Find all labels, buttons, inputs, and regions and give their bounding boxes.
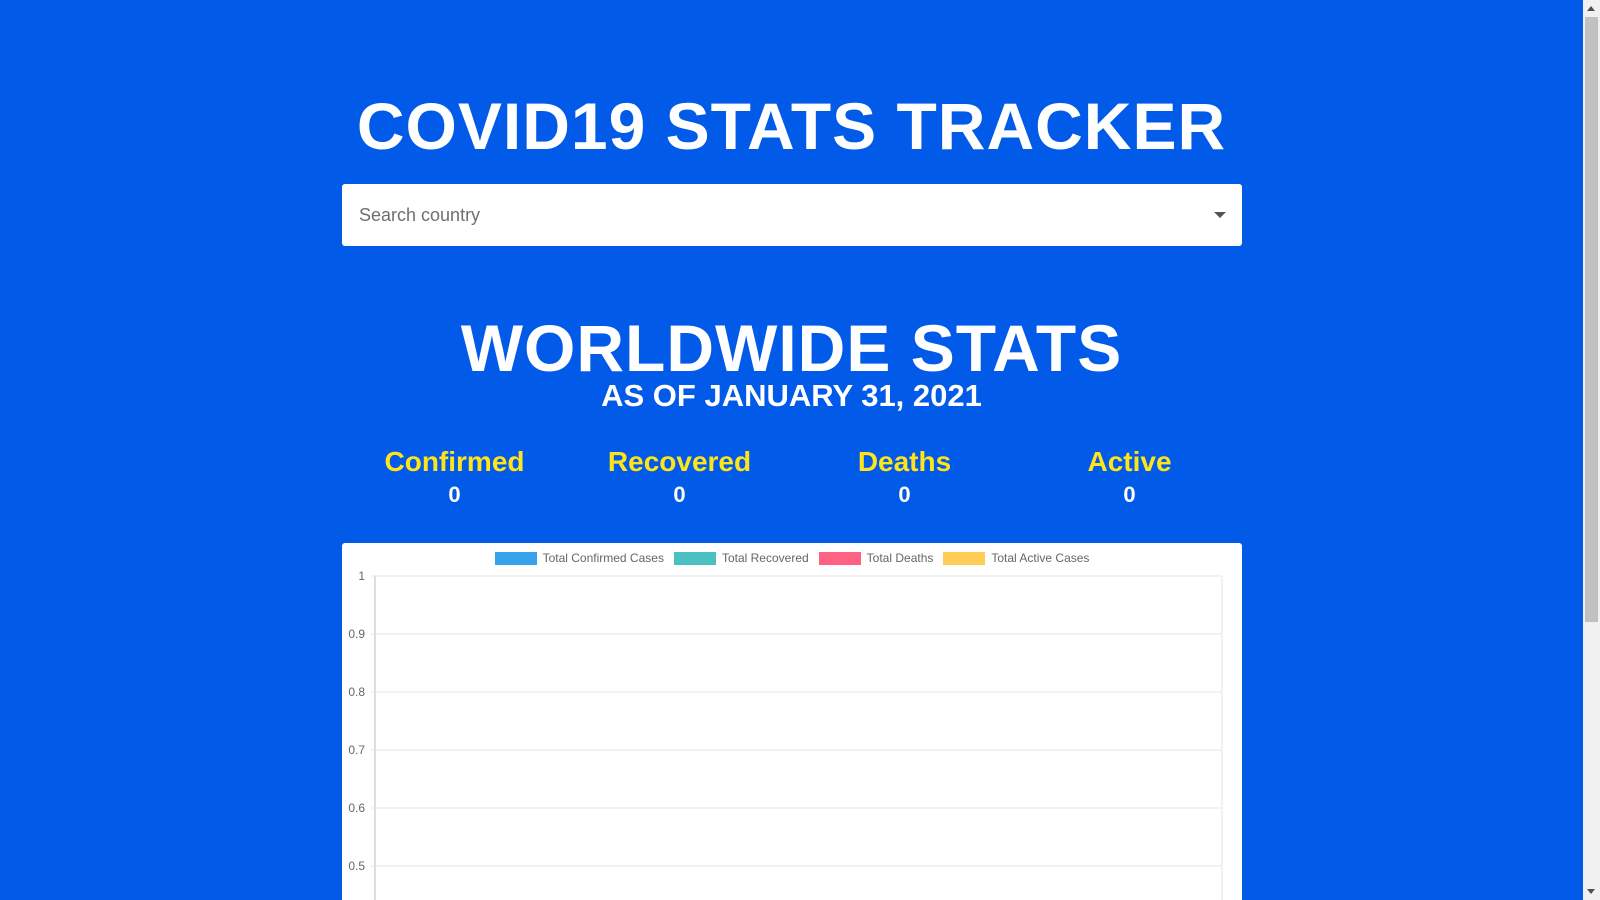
legend-item-recovered[interactable]: Total Recovered [673, 551, 809, 565]
legend-item-active[interactable]: Total Active Cases [943, 551, 1089, 565]
y-tick-label: 0.6 [348, 801, 365, 815]
y-tick-label: 0.7 [348, 743, 365, 757]
search-input[interactable] [359, 204, 1179, 226]
worldwide-title: WORLDWIDE STATS [460, 311, 1123, 385]
page-title: COVID19 STATS TRACKER [356, 89, 1227, 163]
stat-value: 0 [898, 482, 911, 507]
worldwide-date: AS OF JANUARY 31, 2021 [601, 378, 982, 413]
chevron-down-icon[interactable] [1214, 212, 1226, 218]
y-tick-label: 0.5 [348, 859, 365, 873]
country-search-select[interactable] [342, 184, 1242, 246]
chart-card: Total Confirmed Cases Total Recovered To… [342, 543, 1242, 900]
stat-label: Deaths [857, 446, 952, 477]
stat-label: Active [1087, 446, 1172, 477]
stats-summary: Confirmed 0 Recovered 0 Deaths 0 Active … [342, 446, 1242, 516]
legend-swatch [494, 551, 537, 565]
legend-swatch [943, 551, 986, 565]
chart-plot: 1 0.9 0.8 0.7 0.6 0.5 [348, 569, 1223, 900]
legend-label: Total Deaths [866, 551, 934, 565]
legend-label: Total Active Cases [991, 551, 1090, 565]
stat-value: 0 [673, 482, 686, 507]
legend-item-deaths[interactable]: Total Deaths [818, 551, 934, 565]
scroll-up-icon[interactable] [1587, 6, 1595, 11]
legend-item-confirmed[interactable]: Total Confirmed Cases [494, 551, 664, 565]
y-tick-label: 1 [358, 569, 365, 583]
stat-active: Active 0 [1017, 446, 1242, 516]
stat-value: 0 [1123, 482, 1136, 507]
legend-swatch [673, 551, 716, 565]
y-tick-label: 0.9 [348, 627, 365, 641]
stat-label: Confirmed [384, 446, 525, 477]
stat-value: 0 [448, 482, 461, 507]
stat-deaths: Deaths 0 [792, 446, 1017, 516]
vertical-scrollbar[interactable] [1583, 0, 1600, 900]
legend-label: Total Recovered [721, 551, 809, 565]
scrollbar-thumb[interactable] [1585, 17, 1598, 622]
legend-swatch [818, 551, 861, 565]
stat-label: Recovered [607, 446, 752, 477]
y-tick-label: 0.8 [348, 685, 365, 699]
stat-recovered: Recovered 0 [567, 446, 792, 516]
chart-legend: Total Confirmed Cases Total Recovered To… [342, 551, 1242, 565]
stat-confirmed: Confirmed 0 [342, 446, 567, 516]
scroll-down-icon[interactable] [1587, 889, 1595, 894]
legend-label: Total Confirmed Cases [542, 551, 664, 565]
